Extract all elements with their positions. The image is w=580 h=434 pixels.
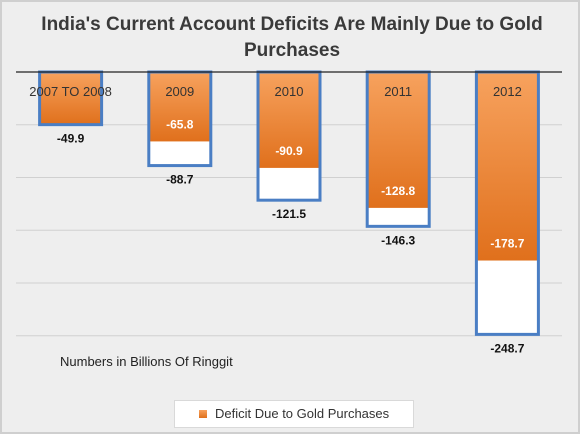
- bar-gold-deficit: [39, 72, 102, 125]
- chart-title: India's Current Account Deficits Are Mai…: [41, 14, 543, 61]
- bars: 2007 TO 2008 -49.9 2009 -65.8 -88.7 2010 -90.9…: [29, 70, 540, 355]
- category-label: 2007 TO 2008: [29, 84, 112, 99]
- data-label-total: -248.7: [490, 341, 524, 355]
- category-label: 2009: [165, 84, 194, 99]
- units-annotation: Numbers in Billions Of Ringgit: [60, 354, 233, 369]
- category-label: 2012: [493, 84, 522, 99]
- bar-gold-deficit: [148, 72, 211, 142]
- bar-gold-deficit: [258, 72, 320, 168]
- data-label-gold: -90.9: [275, 144, 303, 158]
- legend-swatch-gold: [199, 410, 207, 418]
- data-label-gold: -65.8: [166, 117, 194, 131]
- category-label: 2011: [384, 84, 412, 99]
- data-label-total: -88.7: [166, 173, 194, 187]
- data-label-total: -146.3: [381, 233, 415, 247]
- data-label-gold: -128.8: [381, 184, 415, 198]
- data-label-gold: -178.7: [490, 237, 524, 251]
- bar-gold-deficit: [367, 72, 430, 208]
- legend: Deficit Due to Gold Purchases: [174, 400, 414, 428]
- data-label-total: -49.9: [57, 132, 85, 146]
- data-label-total: -121.5: [272, 207, 306, 221]
- category-label: 2010: [275, 84, 304, 99]
- bar-gold-deficit: [476, 72, 539, 261]
- legend-label-gold: Deficit Due to Gold Purchases: [215, 406, 390, 421]
